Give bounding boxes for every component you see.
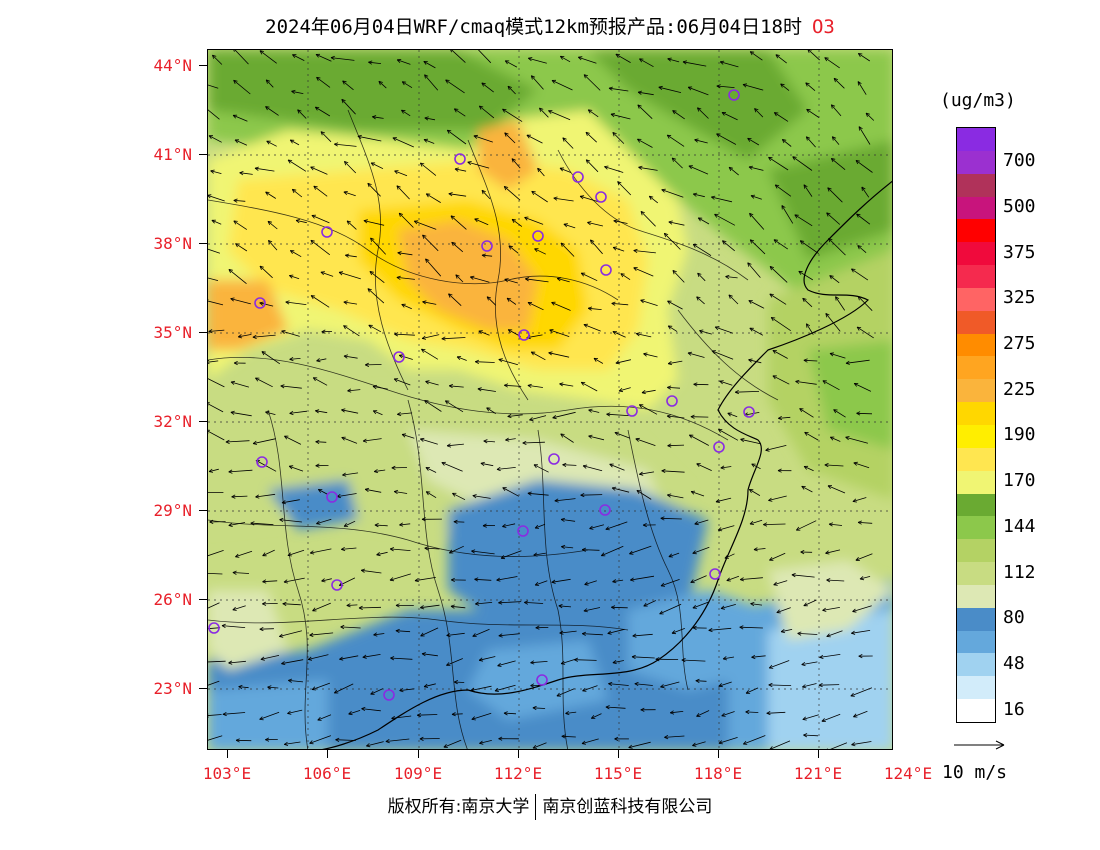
lon-label-115: 115°E — [593, 764, 643, 783]
lat-tick — [199, 243, 207, 244]
lon-label-118: 118°E — [693, 764, 743, 783]
lat-tick — [199, 154, 207, 155]
legend-value-225: 225 — [1003, 378, 1036, 400]
legend-swatch — [957, 470, 995, 495]
legend-swatch — [957, 379, 995, 403]
station-markers — [208, 89, 755, 701]
lon-tick — [418, 750, 419, 758]
legend-value-500: 500 — [1003, 195, 1036, 217]
lon-label-121: 121°E — [793, 764, 843, 783]
legend-value-170: 170 — [1003, 470, 1036, 492]
lon-label-103: 103°E — [202, 764, 252, 783]
wind-scale-arrow-icon — [954, 740, 1005, 750]
legend-swatch — [957, 287, 995, 312]
wind-scale-label: 10 m/s — [942, 762, 1008, 783]
lon-tick — [327, 750, 328, 758]
lon-tick — [718, 750, 719, 758]
lat-label-29: 29°N — [153, 501, 192, 520]
lon-tick — [818, 750, 819, 758]
copyright-line: 版权所有:南京大学 南京创蓝科技有限公司 — [0, 792, 1100, 820]
legend-swatch — [957, 242, 995, 266]
legend-swatch — [957, 630, 995, 654]
legend-value-16: 16 — [1003, 698, 1025, 720]
lon-label-124: 124°E — [883, 764, 933, 783]
lat-label-32: 32°N — [153, 412, 192, 431]
legend-swatch — [957, 333, 995, 357]
lat-label-41: 41°N — [153, 145, 192, 164]
legend-value-80: 80 — [1003, 607, 1025, 629]
copyright-divider — [535, 794, 537, 820]
lat-tick — [199, 332, 207, 333]
legend-swatch — [957, 539, 995, 563]
legend-swatch — [957, 265, 995, 289]
legend-swatch — [957, 196, 995, 220]
ozone-map — [207, 49, 893, 750]
lon-tick — [227, 750, 228, 758]
legend-value-325: 325 — [1003, 287, 1036, 309]
lat-tick — [199, 421, 207, 422]
legend-swatch — [957, 219, 995, 243]
copyright-left: 版权所有:南京大学 — [387, 797, 530, 817]
lon-tick — [618, 750, 619, 758]
legend-swatch — [957, 310, 995, 335]
lat-tick — [199, 65, 207, 66]
lon-label-112: 112°E — [493, 764, 543, 783]
legend-swatch — [957, 150, 995, 175]
legend-swatch — [957, 425, 995, 449]
legend-swatch — [957, 128, 995, 152]
legend-swatch — [957, 516, 995, 540]
legend-swatch — [957, 676, 995, 700]
legend-swatch — [957, 562, 995, 586]
lat-label-26: 26°N — [153, 590, 192, 609]
lat-tick — [199, 688, 207, 689]
lon-tick — [518, 750, 519, 758]
lat-tick — [199, 510, 207, 511]
wind-vector-field — [208, 50, 875, 749]
legend-value-375: 375 — [1003, 241, 1036, 263]
lon-label-106: 106°E — [302, 764, 352, 783]
lat-label-38: 38°N — [153, 234, 192, 253]
lat-label-35: 35°N — [153, 323, 192, 342]
legend-value-112: 112 — [1003, 561, 1036, 583]
legend-swatch — [957, 402, 995, 426]
legend-swatch — [957, 356, 995, 380]
legend-value-48: 48 — [1003, 652, 1025, 674]
legend-value-275: 275 — [1003, 333, 1036, 355]
legend-value-700: 700 — [1003, 150, 1036, 172]
legend-swatch — [957, 653, 995, 677]
map-canvas — [208, 50, 892, 749]
map-title: 2024年06月04日WRF/cmaq模式12km预报产品:06月04日18时 O… — [0, 12, 1100, 38]
legend-value-190: 190 — [1003, 424, 1036, 446]
lat-tick — [199, 599, 207, 600]
legend-unit: (ug/m3) — [940, 90, 1016, 111]
legend-swatch — [957, 699, 995, 723]
legend-value-144: 144 — [1003, 515, 1036, 537]
legend-swatch — [957, 607, 995, 632]
legend-swatch — [957, 173, 995, 198]
color-legend — [956, 127, 996, 723]
legend-swatch — [957, 493, 995, 517]
legend-swatch — [957, 584, 995, 609]
lat-label-44: 44°N — [153, 56, 192, 75]
legend-swatch — [957, 447, 995, 472]
title-text: 2024年06月04日WRF/cmaq模式12km预报产品:06月04日18时 — [265, 16, 802, 38]
lat-label-23: 23°N — [153, 679, 192, 698]
copyright-right: 南京创蓝科技有限公司 — [542, 797, 713, 817]
lon-label-109: 109°E — [393, 764, 443, 783]
species-label: O3 — [811, 16, 835, 38]
